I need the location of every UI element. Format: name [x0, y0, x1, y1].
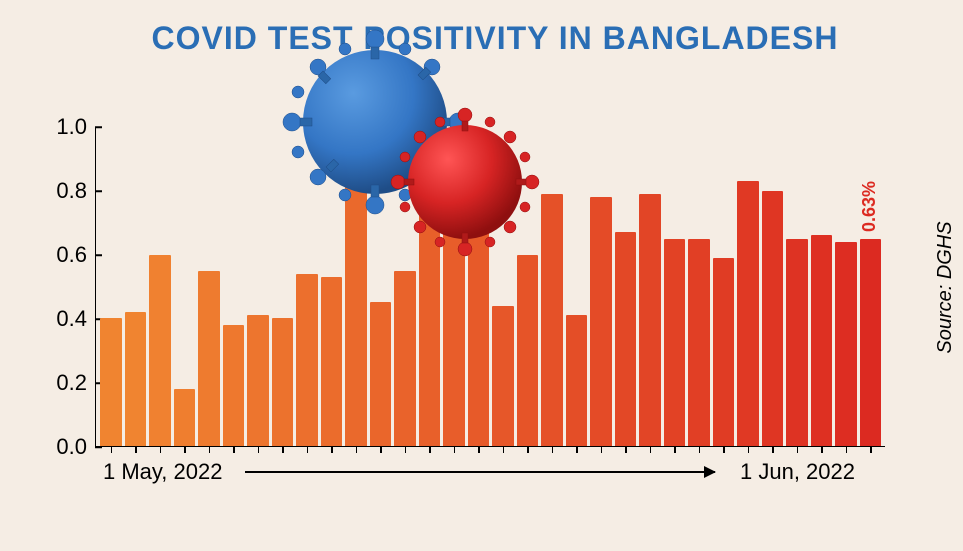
chart-title: COVID TEST POSITIVITY IN BANGLADESH	[35, 20, 915, 57]
y-tick-label: 0.6	[56, 242, 87, 268]
bar	[811, 235, 833, 446]
bar	[541, 194, 563, 446]
bar	[517, 255, 539, 446]
bar	[394, 271, 416, 446]
chart-area: 0.0 0.2 0.4 0.6 0.8 1.0 0.63% 1 May, 2022 1 J…	[35, 67, 915, 487]
x-axis-end-label: 1 Jun, 2022	[740, 459, 855, 485]
source-citation: Source: DGHS	[934, 221, 957, 353]
bars-container	[96, 127, 885, 446]
bar	[492, 306, 514, 446]
bar	[566, 315, 588, 446]
y-tick-label: 0.4	[56, 306, 87, 332]
bar	[664, 239, 686, 446]
bar	[100, 318, 122, 446]
y-tick-label: 0.0	[56, 434, 87, 460]
bar	[174, 389, 196, 446]
bar	[860, 239, 882, 446]
bar	[198, 271, 220, 446]
bar	[296, 274, 318, 446]
bar	[125, 312, 147, 446]
bar	[443, 200, 465, 446]
x-axis-start-label: 1 May, 2022	[103, 459, 222, 485]
bar	[149, 255, 171, 446]
bar	[419, 172, 441, 446]
timeline-arrow-icon	[245, 471, 715, 473]
x-tick-marks	[96, 446, 885, 453]
bar	[247, 315, 269, 446]
y-tick-label: 0.2	[56, 370, 87, 396]
bar	[835, 242, 857, 446]
bar	[639, 194, 661, 446]
bar	[345, 162, 367, 446]
y-axis: 0.00.20.40.60.81.0	[35, 127, 95, 447]
bar	[615, 232, 637, 446]
y-tick-label: 1.0	[56, 114, 87, 140]
x-axis: 1 May, 2022 1 Jun, 2022	[95, 455, 885, 495]
bar	[223, 325, 245, 446]
bar	[321, 277, 343, 446]
bar	[688, 239, 710, 446]
bar	[468, 207, 490, 446]
callout-label: 0.63%	[859, 181, 880, 232]
bar	[590, 197, 612, 446]
bar	[737, 181, 759, 446]
bar	[713, 258, 735, 446]
y-tick-label: 0.8	[56, 178, 87, 204]
bar	[370, 302, 392, 446]
bar	[786, 239, 808, 446]
bar	[272, 318, 294, 446]
bar	[762, 191, 784, 446]
plot-area: 0.63%	[95, 127, 885, 447]
